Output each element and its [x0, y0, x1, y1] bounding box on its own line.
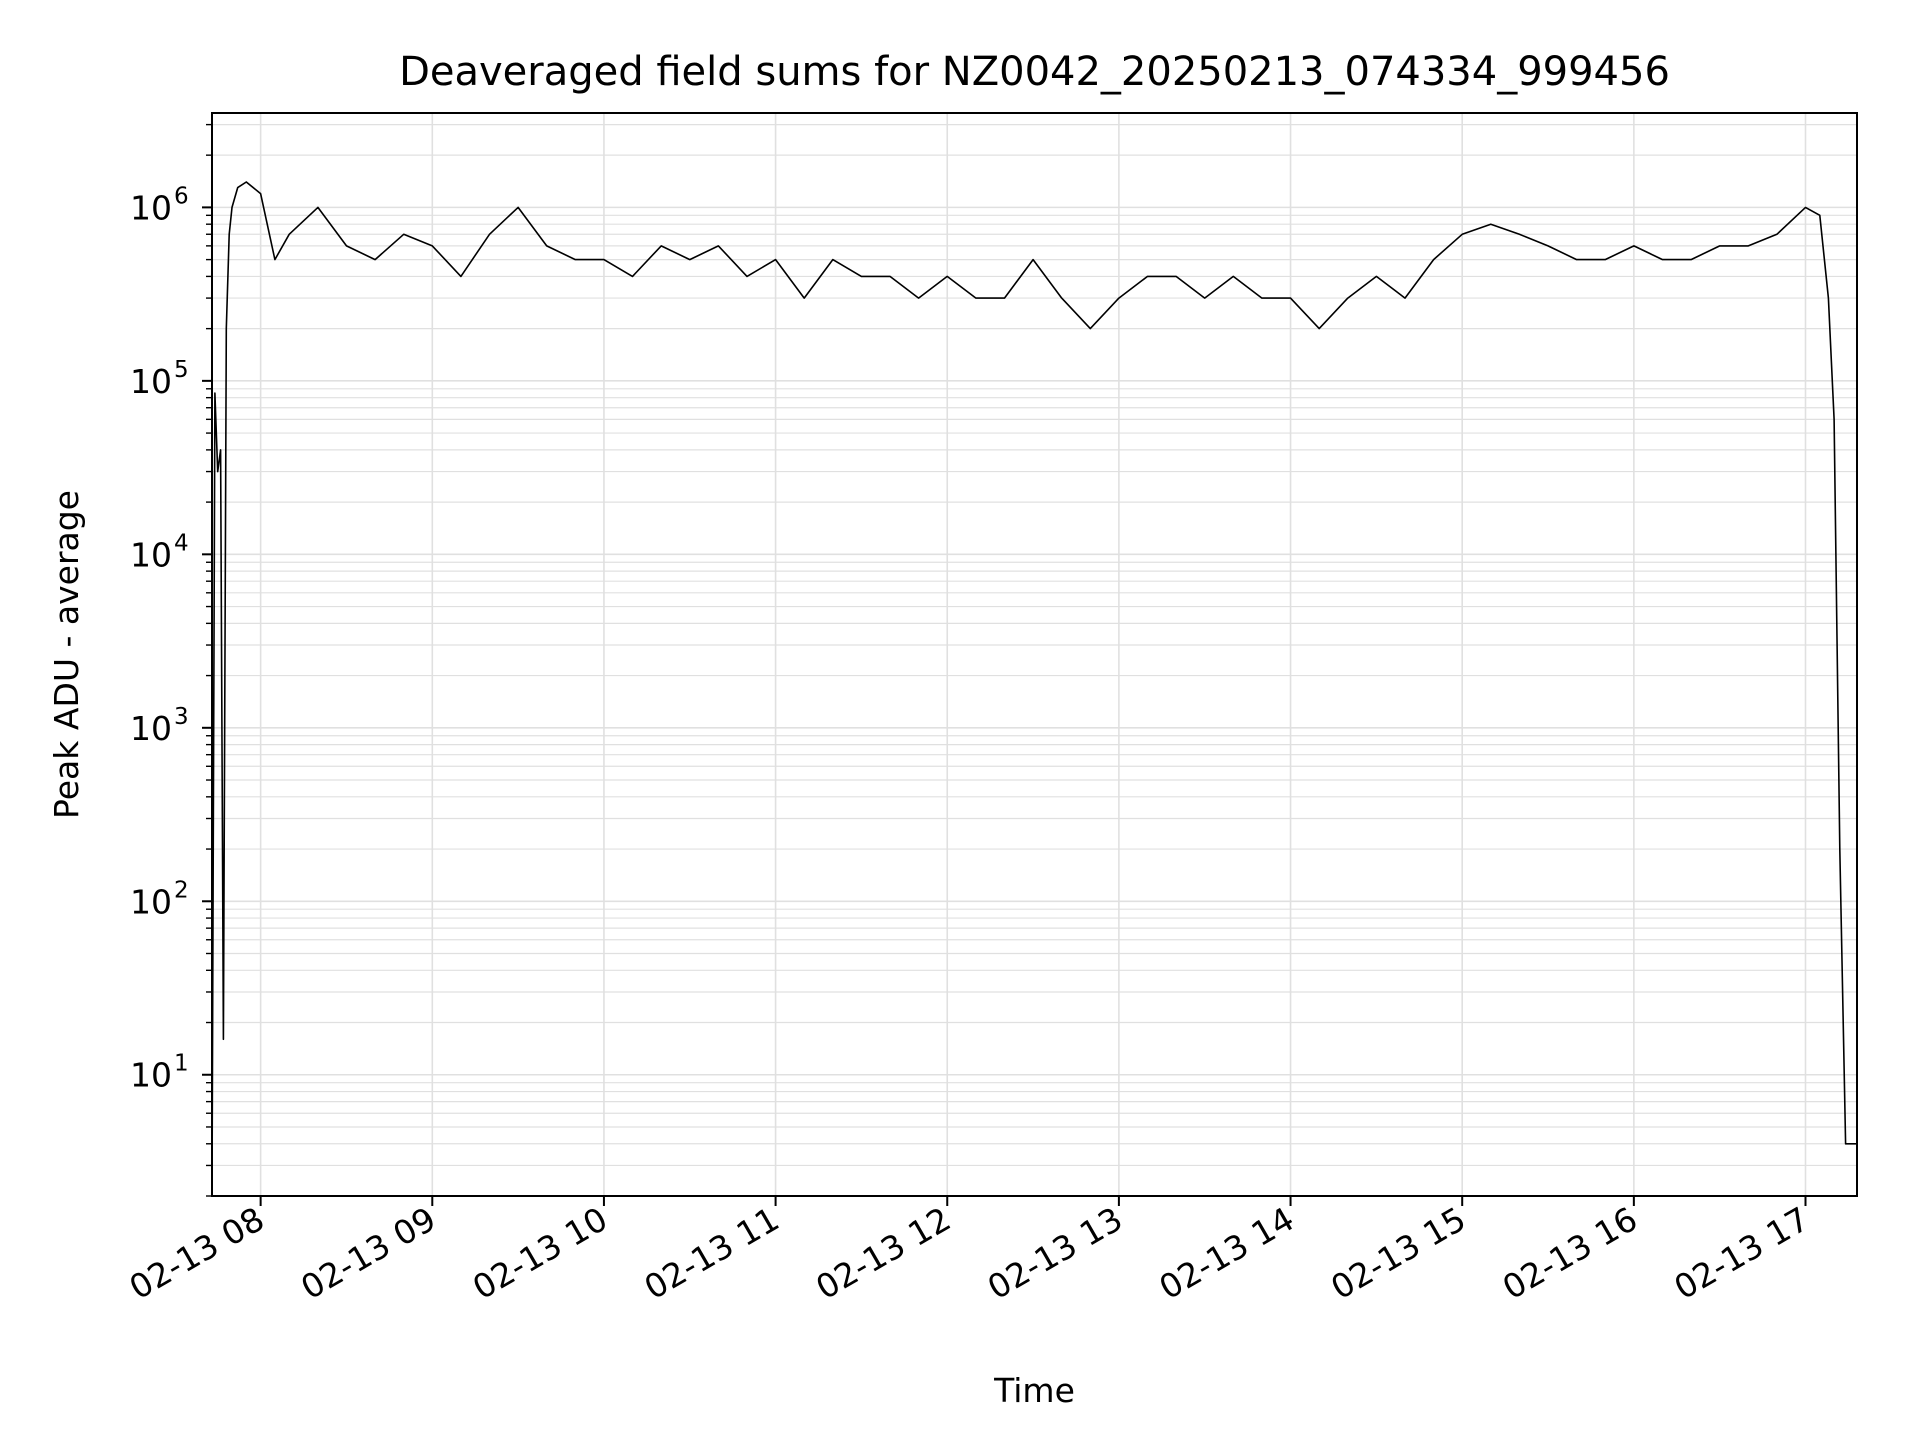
x-tick-label: 02-13 17 — [1668, 1199, 1816, 1307]
x-tick-label: 02-13 15 — [1324, 1199, 1472, 1307]
x-tick-label: 02-13 10 — [466, 1199, 614, 1307]
y-tick-exponent: 5 — [174, 357, 189, 383]
y-tick-label: 10 — [130, 1056, 172, 1095]
series-layer — [211, 181, 1857, 1197]
y-tick-label: 10 — [130, 709, 172, 748]
series-line — [211, 181, 1857, 1197]
x-tick-label: 02-13 14 — [1153, 1199, 1301, 1307]
x-tick-label: 02-13 08 — [123, 1199, 271, 1307]
y-tick-label: 10 — [130, 188, 172, 227]
ticks: 02-13 08 02-13 09 02-13 10 02-13 11 02-13 12… — [123, 123, 1816, 1307]
x-axis-title: Time — [993, 1371, 1075, 1410]
y-tick-label: 10 — [130, 882, 172, 921]
x-tick-label: 02-13 09 — [294, 1199, 442, 1307]
y-tick-label: 10 — [130, 362, 172, 401]
y-tick-exponent: 3 — [174, 704, 189, 730]
x-tick-label: 02-13 11 — [638, 1199, 786, 1307]
x-tick-label: 02-13 16 — [1496, 1199, 1644, 1307]
x-tick-label: 02-13 13 — [981, 1199, 1129, 1307]
grid-lines — [212, 113, 1857, 1197]
x-tick-label: 02-13 12 — [809, 1199, 957, 1307]
chart-title: Deaveraged field sums for NZ0042_2025021… — [399, 49, 1670, 95]
y-tick-exponent: 1 — [174, 1051, 189, 1077]
y-tick-exponent: 2 — [174, 877, 189, 903]
plot-frame — [211, 112, 1858, 1197]
y-tick-label: 10 — [130, 535, 172, 574]
y-tick-exponent: 6 — [174, 183, 189, 209]
y-tick-exponent: 4 — [174, 530, 189, 556]
y-axis-title: Peak ADU - average — [47, 490, 86, 819]
